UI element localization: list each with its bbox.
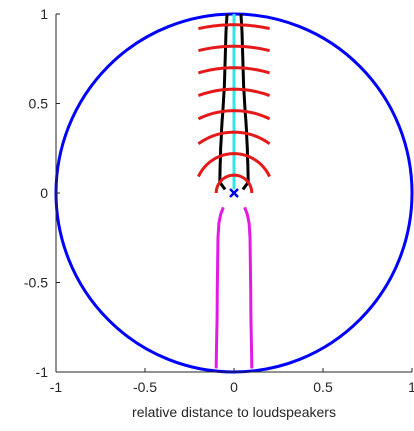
x-tick-label: 1 <box>408 379 414 395</box>
x-tick-label: -1 <box>50 379 63 395</box>
y-tick-label: -0.5 <box>24 275 48 291</box>
wavefront-arc-6 <box>197 66 271 75</box>
listener-marker <box>229 188 239 198</box>
x-tick-label: 0 <box>230 379 238 395</box>
x-tick-label: -0.5 <box>133 379 157 395</box>
wavefront-arc-1 <box>214 173 254 194</box>
y-tick-label: 0.5 <box>29 96 49 112</box>
wavefront-arc-8 <box>198 23 270 31</box>
y-tick-label: 1 <box>40 6 48 22</box>
magenta-envelope-right-line <box>243 206 254 369</box>
y-tick-label: 0 <box>40 185 48 201</box>
wavefront-arc-5 <box>197 87 271 97</box>
wavefront-arc-3 <box>197 130 271 146</box>
x-tick-label: 0.5 <box>313 379 333 395</box>
x-axis-label: relative distance to loudspeakers <box>132 404 336 420</box>
wavefront-arc-4 <box>197 109 271 121</box>
wavefront-arc-7 <box>198 44 270 53</box>
listener-marker-stroke-b <box>229 188 239 198</box>
magenta-envelope-left-line <box>214 206 225 369</box>
ticks: -1 -0.5 0 0.5 1 -1 -0.5 0 0.5 1 <box>24 6 414 395</box>
y-tick-label: -1 <box>36 364 49 380</box>
wavefront-arc-2 <box>197 152 271 178</box>
